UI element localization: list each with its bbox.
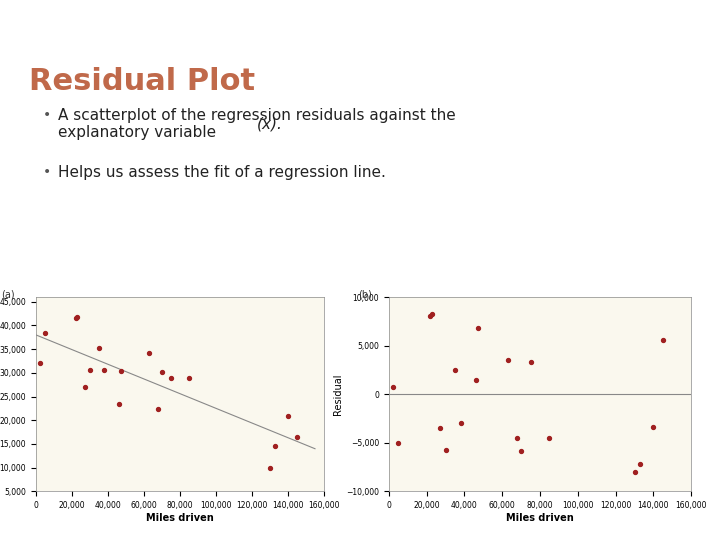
Point [426,310,438,319]
Point [72,313,84,321]
Point [647,423,659,431]
X-axis label: Miles driven: Miles driven [506,513,574,523]
Point [34,359,45,368]
Text: (x).: (x). [257,116,283,131]
Point [39,328,50,337]
Point [153,405,164,414]
Point [502,356,513,364]
Point [387,383,398,391]
Point [99,366,110,375]
Point [115,367,127,376]
Point [94,344,105,353]
Point [392,438,404,447]
Text: (b): (b) [359,289,372,299]
Text: Helps us assess the fit of a regression line.: Helps us assess the fit of a regression … [58,165,385,180]
Point [516,446,527,455]
Point [264,463,276,472]
Point [84,366,96,375]
Point [470,375,482,384]
X-axis label: Miles driven: Miles driven [146,513,214,523]
Point [78,383,91,391]
Point [440,446,451,454]
Point [434,424,446,433]
Text: •: • [43,108,51,122]
Text: Residual Plot: Residual Plot [29,68,255,97]
Point [282,411,294,420]
Point [425,312,436,321]
Point [113,400,125,408]
Point [472,324,483,333]
Point [291,433,303,441]
Point [270,442,282,451]
Point [449,366,461,374]
Point [525,358,536,367]
Point [629,468,640,476]
Y-axis label: Residual: Residual [333,374,343,415]
Point [156,368,168,376]
Point [144,349,156,357]
Point [455,419,467,428]
Point [184,373,195,382]
Point [544,434,555,442]
Point [70,314,81,323]
Text: (a): (a) [1,289,15,299]
Point [657,335,669,344]
Text: •: • [43,165,51,179]
Point [511,434,523,442]
Text: A scatterplot of the regression residuals against the
explanatory variable: A scatterplot of the regression residual… [58,108,455,140]
Point [166,373,177,382]
Point [634,460,646,469]
